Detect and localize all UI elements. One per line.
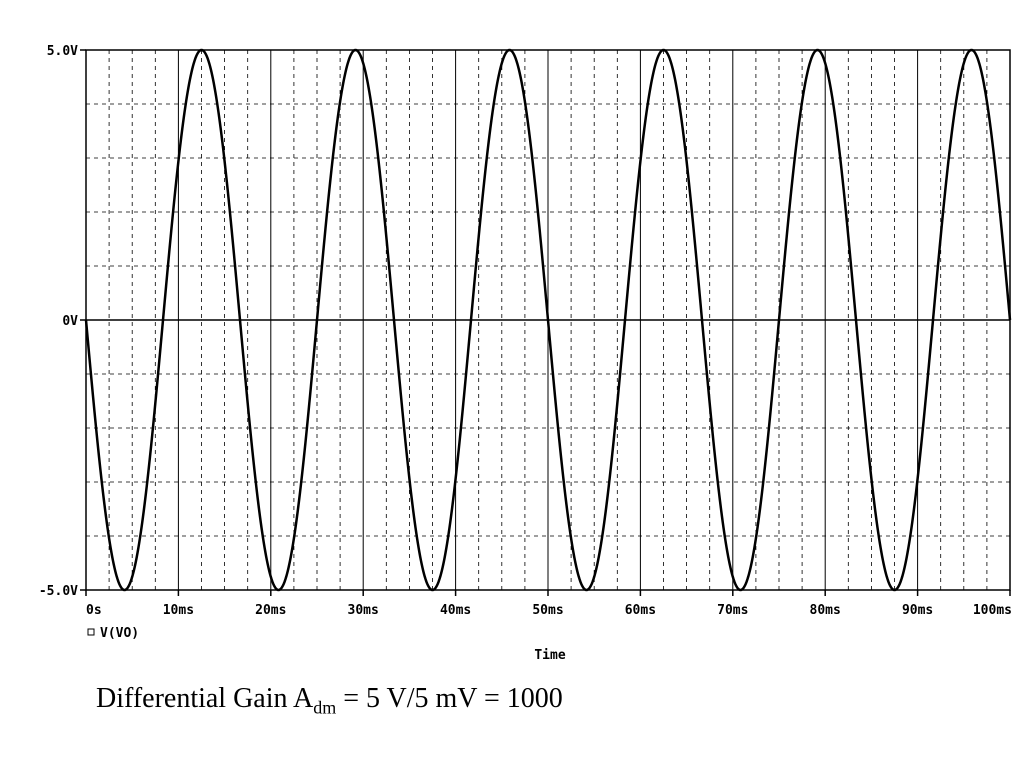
legend-label: V(VO): [100, 626, 139, 641]
x-tick-label: 30ms: [348, 603, 379, 618]
x-tick-label: 50ms: [532, 603, 563, 618]
x-axis-label: Time: [534, 648, 565, 663]
caption-prefix: Differential Gain A: [96, 683, 314, 714]
series-line-vvo: [84, 48, 1012, 592]
x-axis-ticks: 0s 10ms 20ms 30ms 40ms 50ms 60ms 70ms 80ms 90ms 10…: [85, 590, 1012, 618]
x-tick-label: 90ms: [902, 603, 933, 618]
gain-caption: Differential Gain Adm = 5 V/5 mV = 1000: [96, 683, 563, 719]
x-tick-label: 40ms: [440, 603, 471, 618]
legend-marker-square: [87, 628, 95, 636]
y-axis-ticks: 5.0V 0V -5.0V: [39, 44, 86, 599]
x-tick-label: 60ms: [625, 603, 656, 618]
legend: V(VO): [87, 626, 139, 641]
x-tick-label: 80ms: [810, 603, 841, 618]
x-tick-label: 0s: [86, 603, 102, 618]
x-tick-label: 20ms: [255, 603, 286, 618]
voltage-plot: 5.0V 0V -5.0V 0s 10ms 20ms 30ms 40ms 50ms 60ms 70…: [39, 44, 1012, 663]
caption-subscript: dm: [313, 697, 337, 718]
x-tick-label: 10ms: [163, 603, 194, 618]
caption-suffix: = 5 V/5 mV = 1000: [336, 683, 563, 714]
grid: [86, 50, 1010, 590]
y-tick-label: 0V: [62, 314, 78, 329]
y-tick-label: 5.0V: [47, 44, 78, 59]
x-tick-label: 100ms: [973, 603, 1012, 618]
x-tick-label: 70ms: [717, 603, 748, 618]
y-tick-label: -5.0V: [39, 584, 78, 599]
